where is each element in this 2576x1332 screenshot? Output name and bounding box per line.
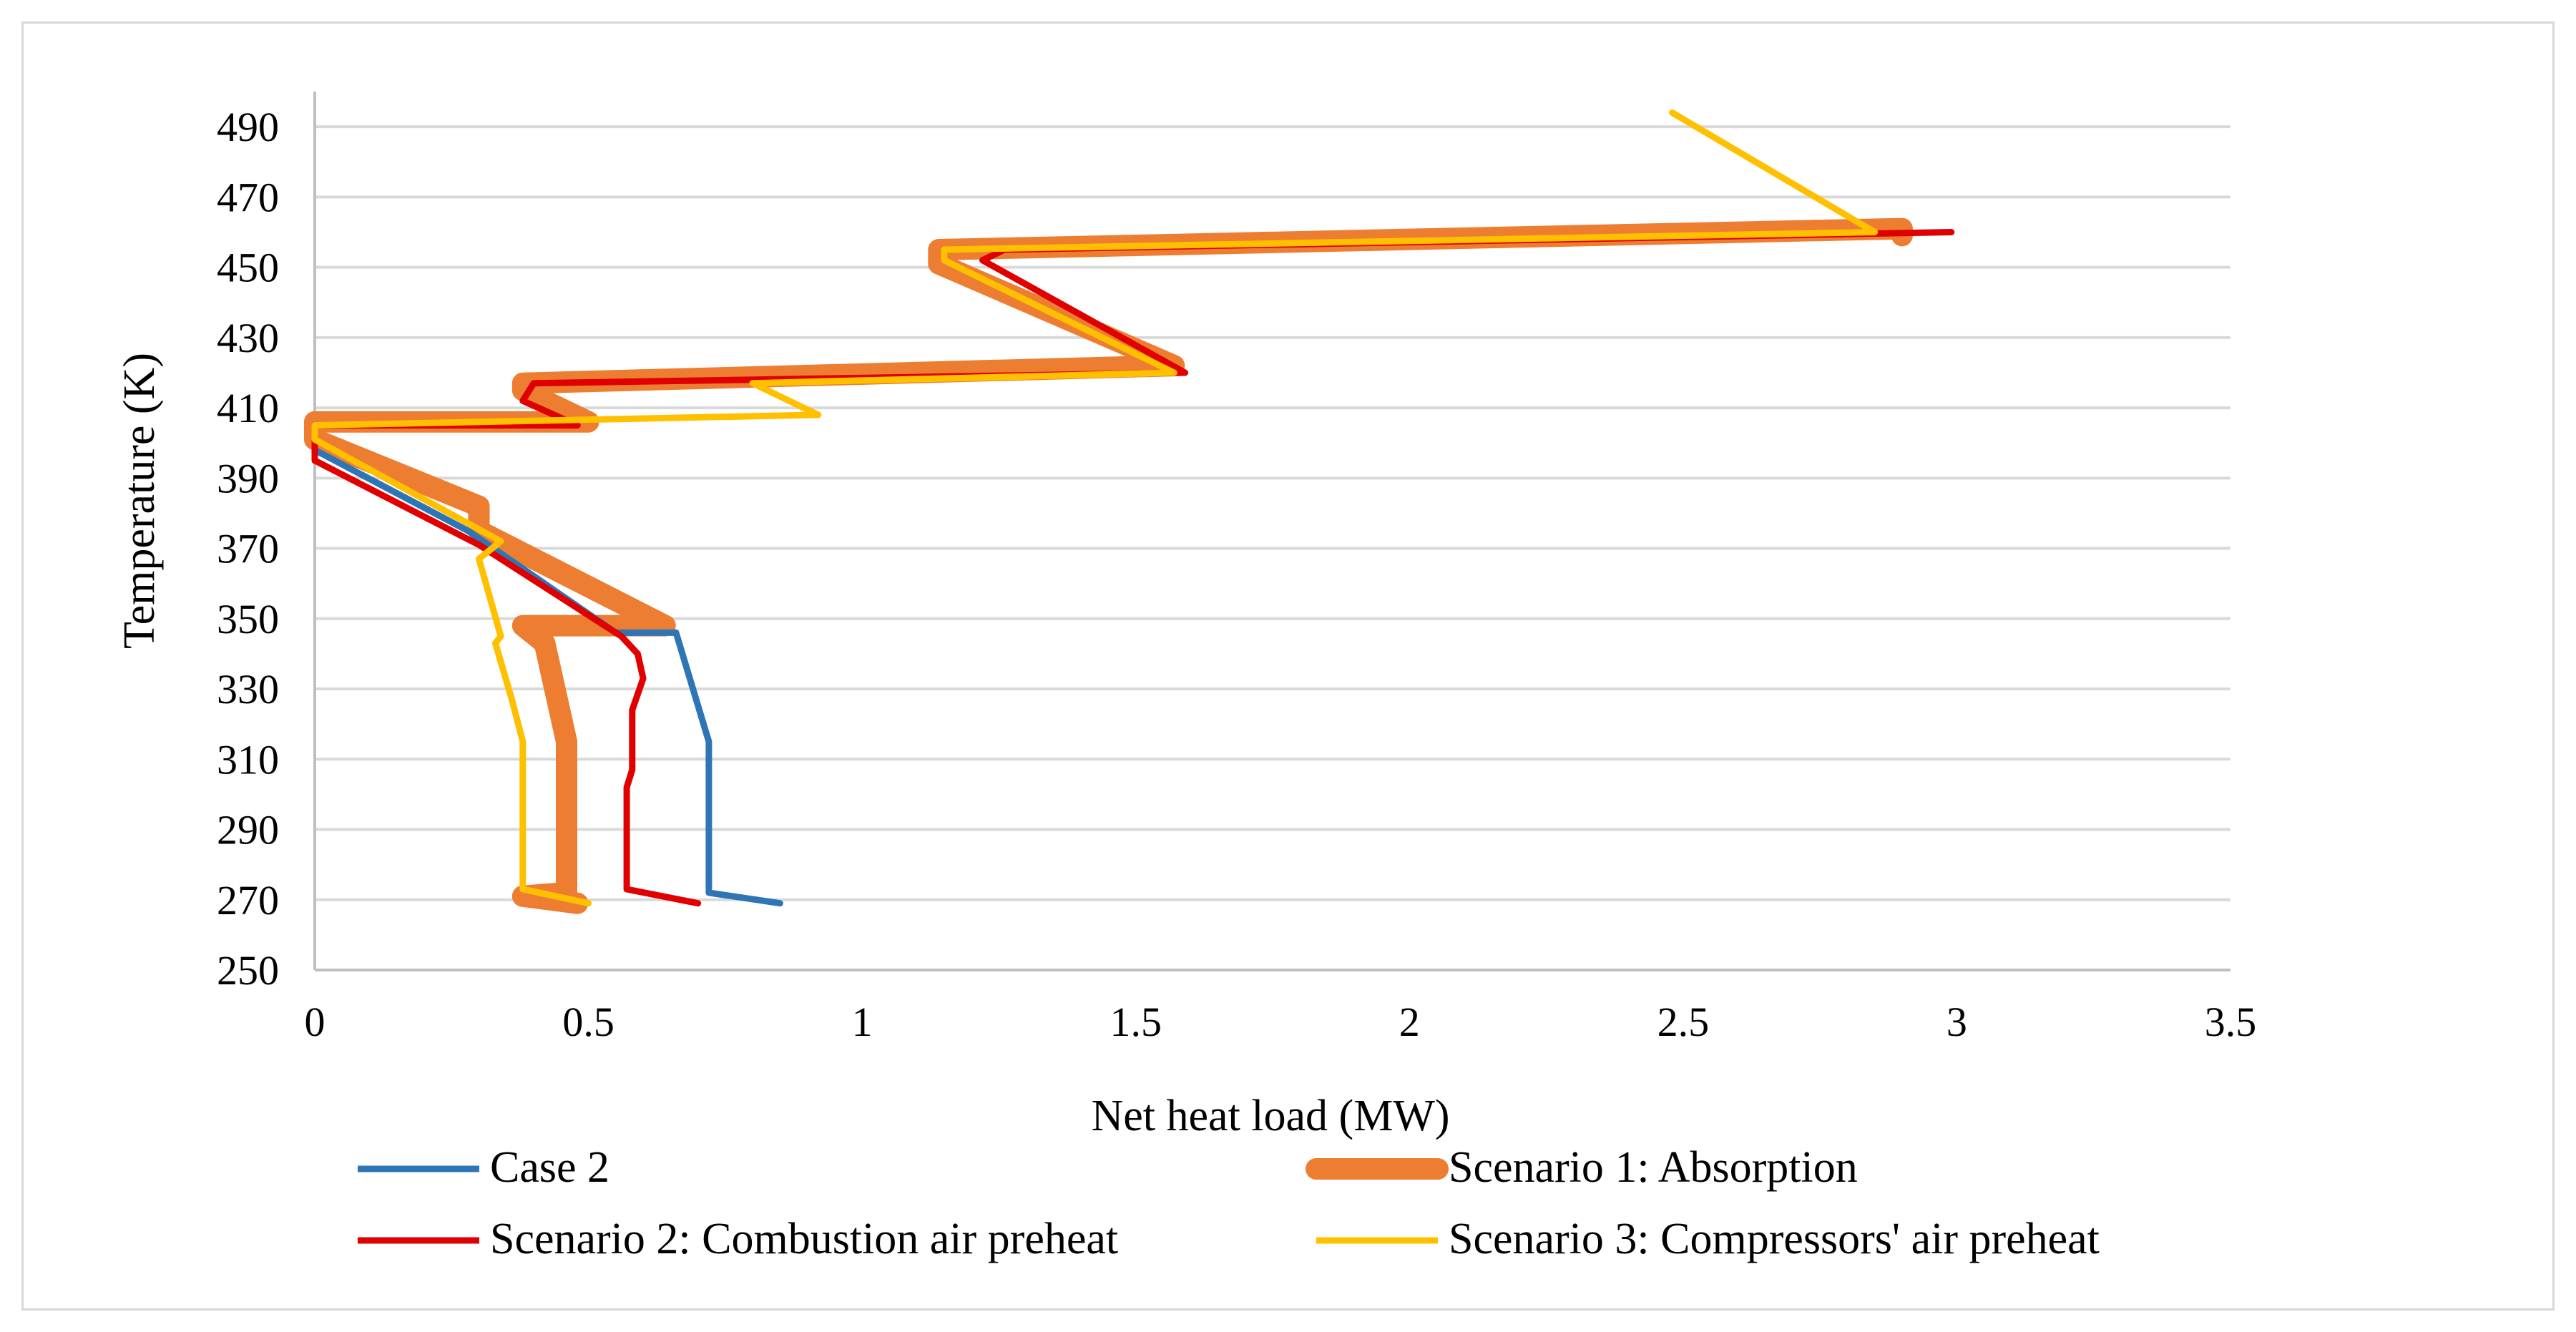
x-tick-label: 3.5	[2205, 999, 2257, 1045]
y-tick-label: 310	[217, 736, 279, 783]
legend-label: Scenario 1: Absorption	[1449, 1143, 1858, 1192]
x-tick-label: 0.5	[562, 999, 614, 1045]
x-tick-label: 1	[852, 999, 873, 1045]
x-tick-label: 2	[1399, 999, 1420, 1045]
y-axis-title: Temperature (K)	[115, 353, 164, 649]
y-tick-label: 450	[217, 245, 279, 291]
x-tick-label: 2.5	[1657, 999, 1710, 1045]
legend-label: Case 2	[490, 1143, 609, 1192]
series-line-case-2	[311, 446, 783, 907]
legend-label: Scenario 2: Combustion air preheat	[490, 1215, 1118, 1263]
y-tick-label: 330	[217, 666, 279, 712]
legend-item: Scenario 2: Combustion air preheat	[358, 1215, 1118, 1263]
y-tick-label: 350	[217, 596, 279, 642]
series-layer	[304, 109, 1955, 914]
tick-layer: 2502702903103303503703904104304504704900…	[217, 104, 2256, 1045]
y-tick-label: 430	[217, 315, 279, 361]
y-tick-label: 250	[217, 947, 279, 994]
y-tick-label: 290	[217, 807, 279, 853]
x-tick-label: 0	[305, 999, 325, 1045]
x-tick-label: 1.5	[1110, 999, 1162, 1045]
x-axis-title: Net heat load (MW)	[1092, 1092, 1450, 1140]
x-tick-label: 3	[1946, 999, 1967, 1045]
legend-item: Scenario 3: Compressors' air preheat	[1316, 1215, 2100, 1263]
legend-item: Scenario 1: Absorption	[1306, 1143, 1858, 1192]
y-tick-label: 270	[217, 877, 279, 924]
legend-item: Case 2	[358, 1143, 609, 1192]
axis-layer	[313, 92, 2230, 971]
y-tick-label: 410	[217, 385, 279, 431]
y-tick-label: 490	[217, 104, 279, 150]
y-tick-label: 390	[217, 455, 279, 501]
series-line-scenario-3-compressors-air-preheat	[311, 109, 1879, 907]
legend: Case 2 Scenario 1: Absorption Scenario 2: …	[358, 1143, 2100, 1263]
series-line-scenario-2-combustion-air-preheat	[311, 229, 1955, 907]
y-tick-label: 370	[217, 526, 279, 572]
y-tick-label: 470	[217, 174, 279, 220]
grid-layer	[315, 125, 2230, 901]
legend-label: Scenario 3: Compressors' air preheat	[1449, 1215, 2100, 1263]
